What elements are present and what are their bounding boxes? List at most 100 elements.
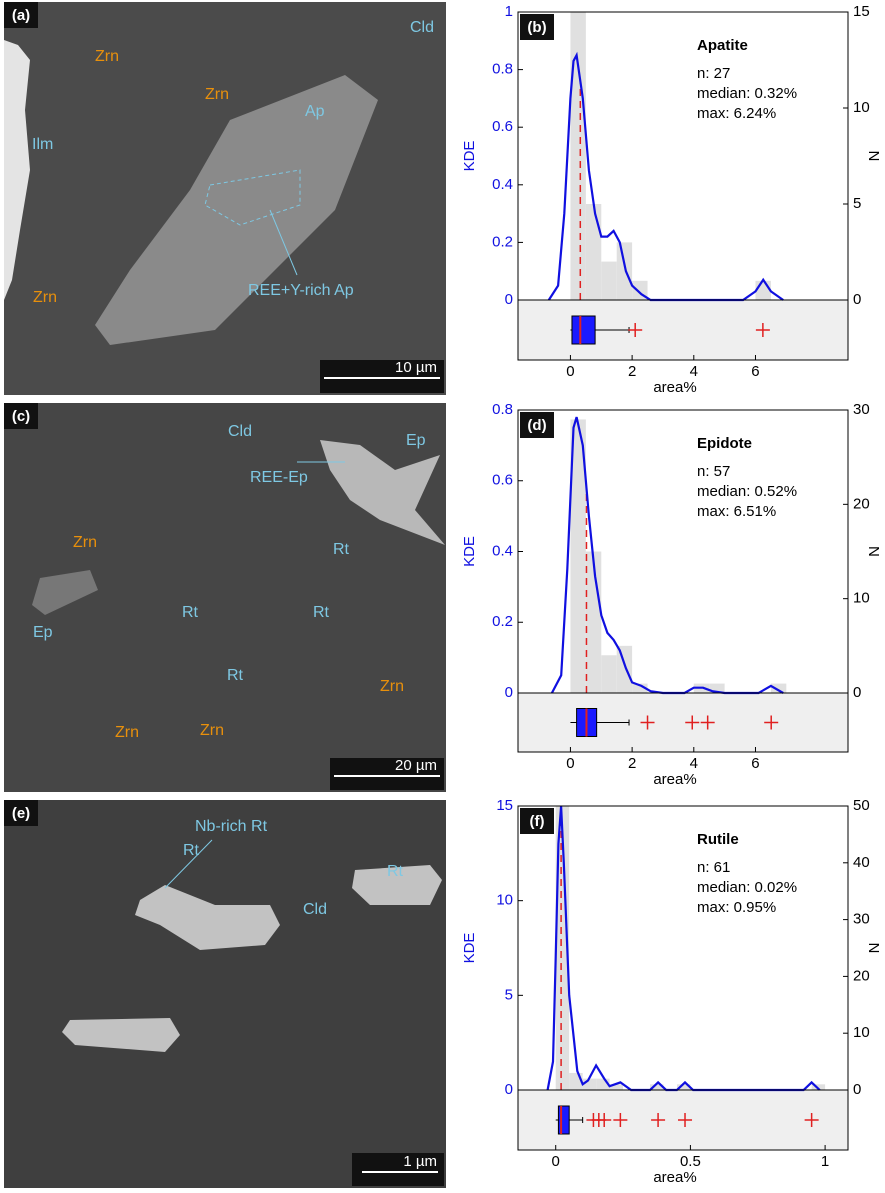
mineral-label: Ep (33, 624, 53, 641)
panel-label: (d) (527, 417, 546, 434)
mineral-label: Rt (227, 667, 244, 684)
figure: (a) Cld Zrn Zrn Ap Ilm REE+Y-rich Ap Zrn… (0, 0, 885, 1188)
hist-bar (586, 204, 601, 300)
y2-tick-label: 5 (853, 195, 861, 212)
scale-label: 10 µm (395, 359, 437, 376)
y-axis-label: KDE (461, 141, 478, 172)
mineral-label: Rt (387, 863, 404, 880)
hist-bar (755, 281, 770, 300)
hist-bar (601, 655, 616, 693)
mineral-label: Zrn (200, 722, 224, 739)
mineral-label: Rt (183, 842, 200, 859)
hist-bar (601, 262, 616, 300)
mineral-label: Cld (303, 901, 327, 918)
mineral-label: Zrn (95, 48, 119, 65)
y-axis-label: KDE (461, 933, 478, 964)
box (572, 316, 595, 344)
y-tick-label: 0.6 (492, 118, 513, 135)
box-strip (518, 693, 848, 752)
hist-bar (583, 1079, 596, 1090)
y2-tick-label: 50 (853, 797, 870, 814)
x-tick-label: 6 (751, 755, 759, 772)
y2-tick-label: 15 (853, 3, 870, 20)
y2-axis-label: N (866, 151, 883, 162)
chart-title: Apatite (697, 37, 748, 54)
mineral-label: Zrn (380, 678, 404, 695)
mineral-label: Zrn (73, 534, 97, 551)
y-tick-label: 0.6 (492, 472, 513, 489)
hist-bar (586, 552, 601, 694)
y2-tick-label: 20 (853, 495, 870, 512)
annotation: max: 6.24% (697, 105, 776, 122)
annotation: n: 27 (697, 65, 730, 82)
y-tick-label: 0.4 (492, 542, 513, 559)
y-tick-label: 0.4 (492, 176, 513, 193)
y2-tick-label: 30 (853, 911, 870, 928)
annotation: n: 61 (697, 859, 730, 876)
mineral-label: Rt (313, 604, 330, 621)
x-tick-label: 6 (751, 363, 759, 380)
panel-label: (e) (12, 805, 30, 822)
y-tick-label: 0 (505, 684, 513, 701)
panel-label: (b) (527, 19, 546, 36)
mineral-label: Ep (406, 432, 426, 449)
y-tick-label: 15 (496, 797, 513, 814)
y-tick-label: 0 (505, 1081, 513, 1098)
x-axis-label: area% (653, 1169, 696, 1186)
mineral-label: Zrn (205, 86, 229, 103)
x-tick-label: 2 (628, 755, 636, 772)
mineral-label: Rt (333, 541, 350, 558)
mineral-label: REE+Y-rich Ap (248, 282, 354, 299)
annotation: median: 0.52% (697, 483, 797, 500)
chart-title: Epidote (697, 435, 752, 452)
y2-tick-label: 10 (853, 99, 870, 116)
annotation: max: 6.51% (697, 503, 776, 520)
mineral-label: Zrn (33, 289, 57, 306)
y2-tick-label: 10 (853, 590, 870, 607)
y2-tick-label: 10 (853, 1024, 870, 1041)
y2-tick-label: 40 (853, 854, 870, 871)
y-tick-label: 0 (505, 291, 513, 308)
hist-bar (617, 646, 632, 693)
annotation: median: 0.02% (697, 879, 797, 896)
mineral-label: Cld (410, 19, 434, 36)
mineral-label: Cld (228, 423, 252, 440)
y-axis-label: KDE (461, 536, 478, 567)
annotation: max: 0.95% (697, 899, 776, 916)
y-tick-label: 1 (505, 3, 513, 20)
x-tick-label: 0 (566, 755, 574, 772)
mineral-label: Ap (305, 103, 325, 120)
chart-title: Rutile (697, 831, 739, 848)
x-tick-label: 1 (821, 1153, 829, 1170)
scale-label: 20 µm (395, 757, 437, 774)
mineral-label: Rt (182, 604, 199, 621)
y-tick-label: 5 (505, 986, 513, 1003)
x-tick-label: 4 (690, 363, 698, 380)
scale-label: 1 µm (403, 1153, 437, 1170)
mineral-label: Zrn (115, 724, 139, 741)
mineral-label: REE-Ep (250, 469, 308, 486)
y2-axis-label: N (866, 546, 883, 557)
y-tick-label: 10 (496, 892, 513, 909)
y-tick-label: 0.2 (492, 613, 513, 630)
y-tick-label: 0.8 (492, 61, 513, 78)
y2-tick-label: 0 (853, 1081, 861, 1098)
sem-image (4, 800, 446, 1188)
annotation: n: 57 (697, 463, 730, 480)
y-tick-label: 0.8 (492, 401, 513, 418)
x-tick-label: 2 (628, 363, 636, 380)
panel-label: (a) (12, 7, 30, 24)
mineral-label: Ilm (32, 136, 53, 153)
y2-tick-label: 30 (853, 401, 870, 418)
annotation: median: 0.32% (697, 85, 797, 102)
mineral-label: Nb-rich Rt (195, 818, 268, 835)
panel-label: (c) (12, 408, 30, 425)
x-tick-label: 0.5 (680, 1153, 701, 1170)
x-tick-label: 0 (552, 1153, 560, 1170)
x-tick-label: 4 (690, 755, 698, 772)
hist-bar (570, 12, 585, 300)
y2-tick-label: 0 (853, 684, 861, 701)
x-axis-label: area% (653, 379, 696, 396)
x-tick-label: 0 (566, 363, 574, 380)
y-tick-label: 0.2 (492, 233, 513, 250)
